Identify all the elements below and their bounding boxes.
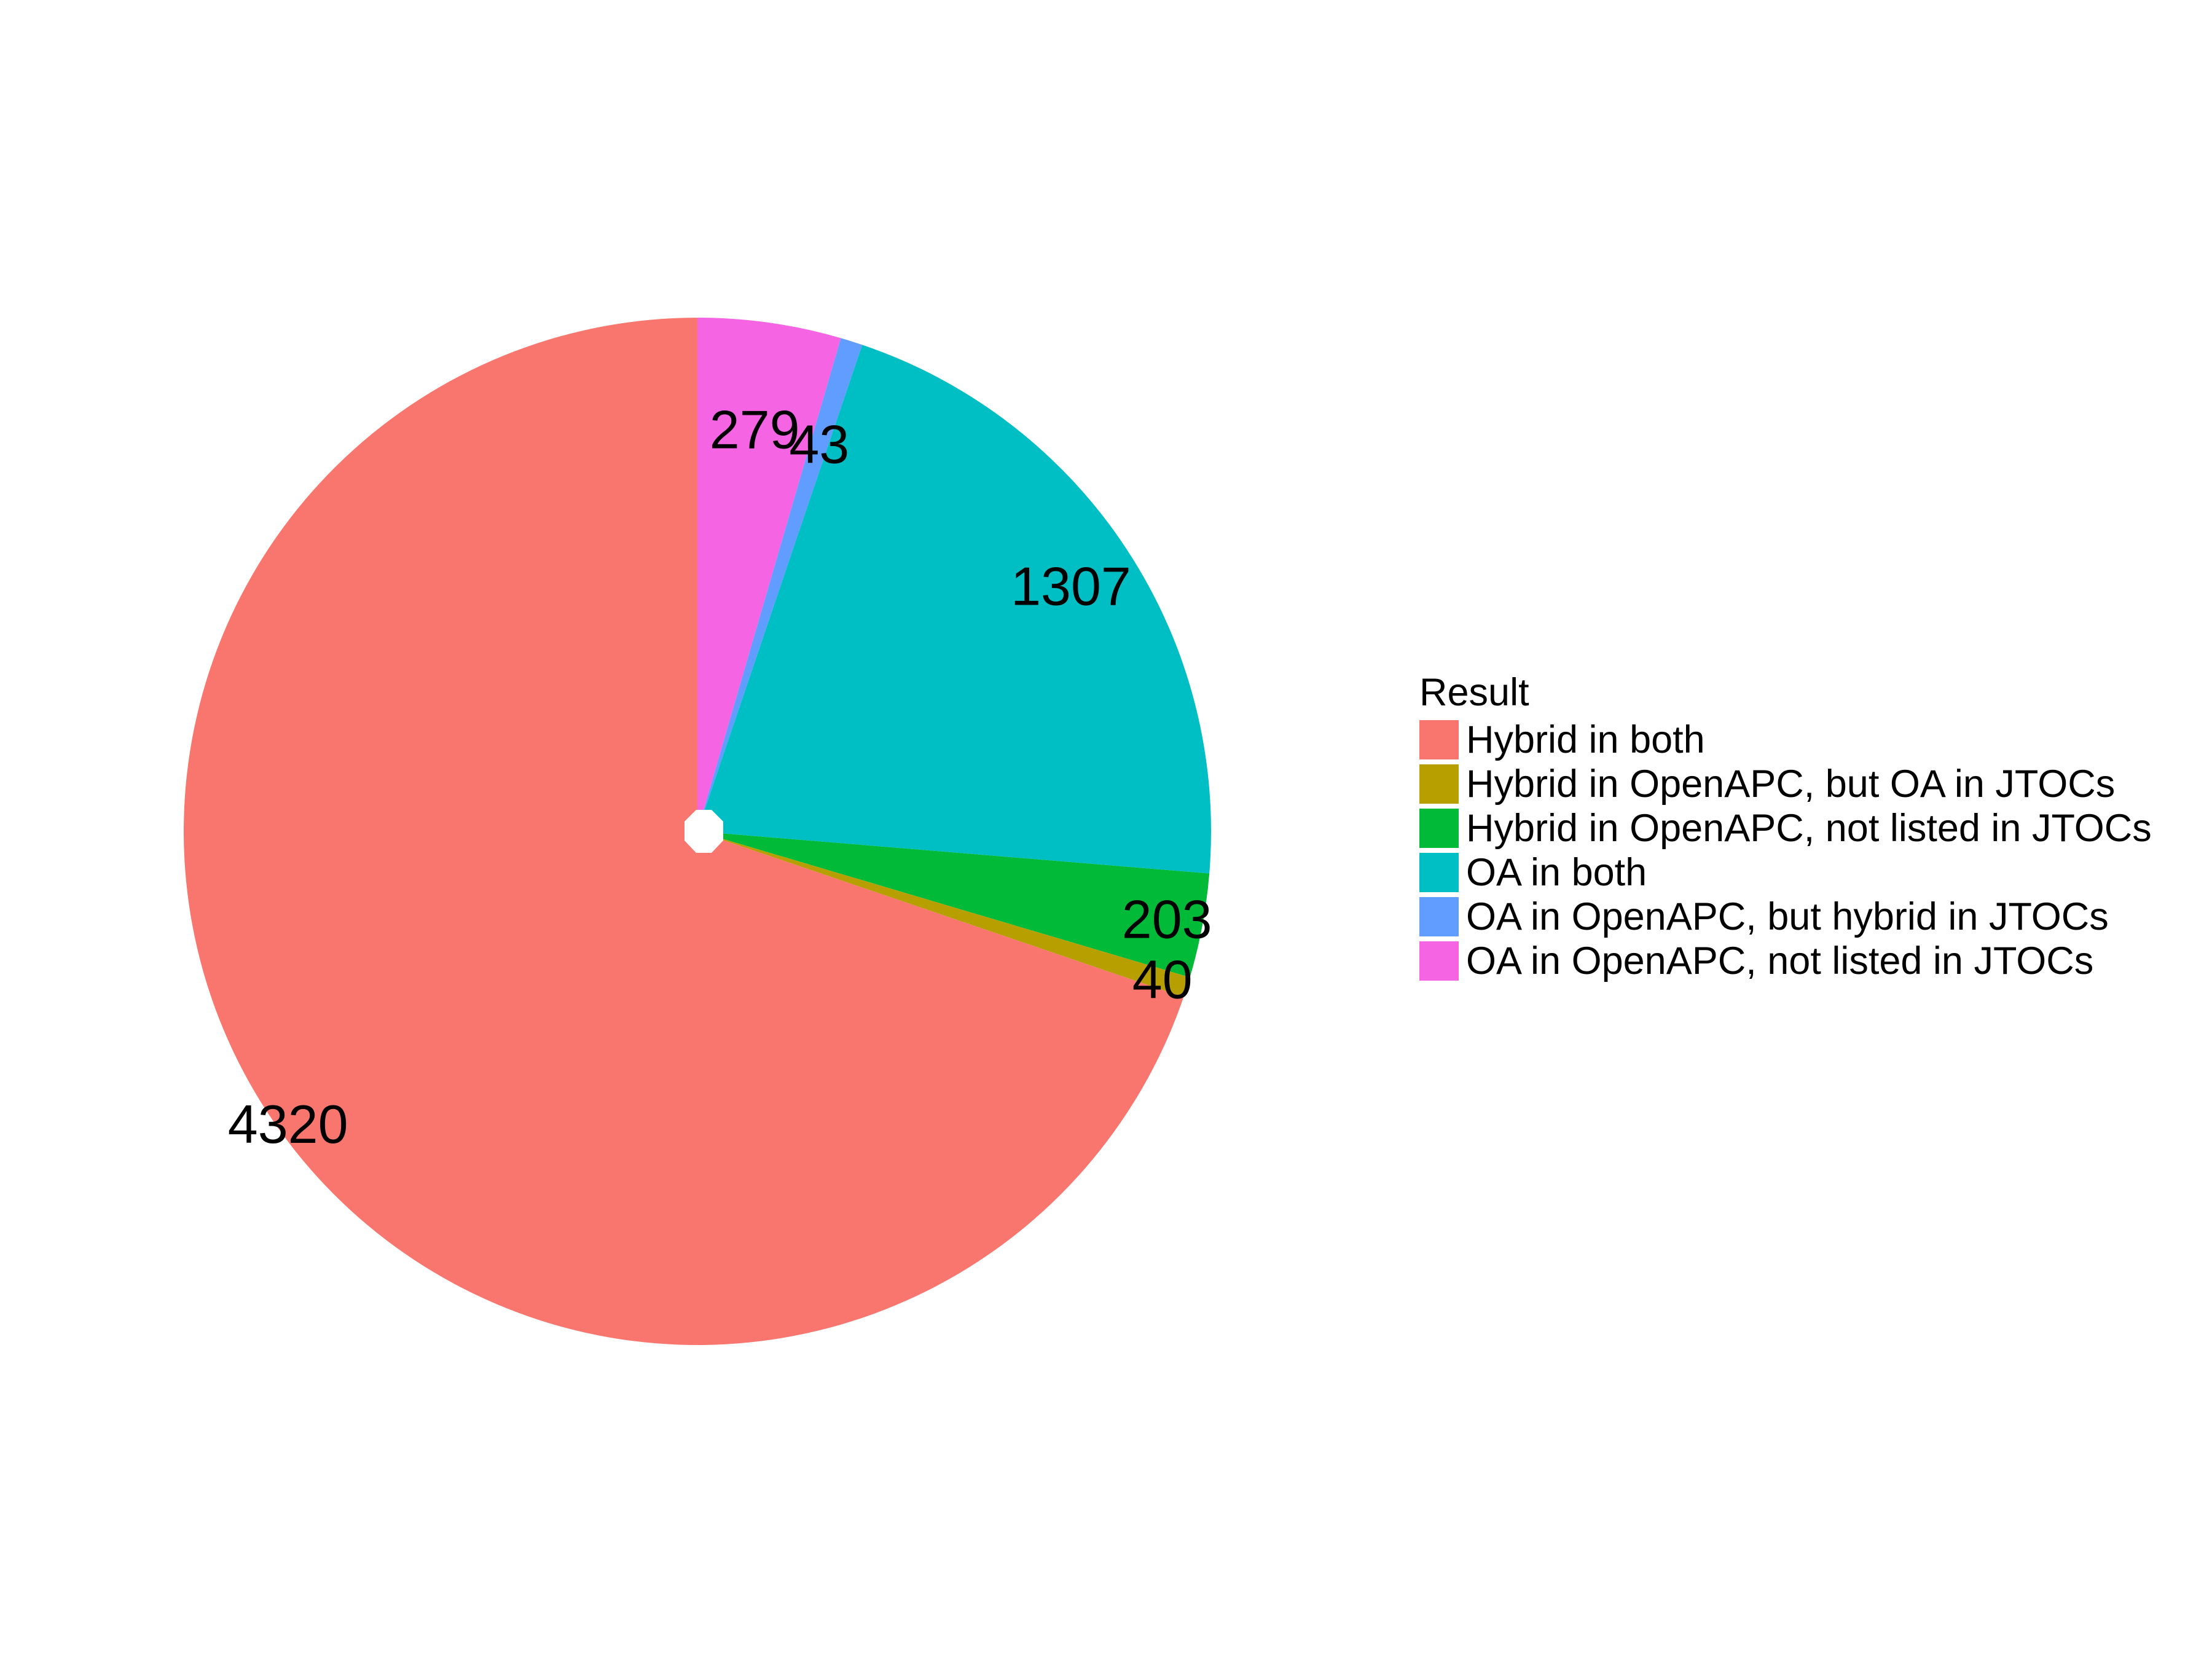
legend-swatch-3	[1419, 809, 1459, 848]
legend-label-6: OA in OpenAPC, not listed in JTOCs	[1466, 939, 2093, 982]
legend-swatch-5	[1419, 897, 1459, 936]
slice-label-1: 4320	[228, 1094, 348, 1155]
legend-label-2: Hybrid in OpenAPC, but OA in JTOCs	[1466, 763, 2115, 806]
legend-swatch-4	[1419, 853, 1459, 892]
pie-slice-3	[697, 831, 1210, 978]
pie-slice-5	[697, 338, 863, 831]
slice-label-5: 43	[789, 414, 849, 475]
legend-label-3: Hybrid in OpenAPC, not listed in JTOCs	[1466, 807, 2152, 850]
slice-label-6: 279	[710, 399, 800, 460]
pie-center-hole	[684, 810, 723, 853]
slice-label-2: 40	[1132, 949, 1193, 1010]
pie-slice-1	[184, 318, 1184, 1345]
pie-slices	[184, 318, 1211, 1345]
legend-swatch-6	[1419, 941, 1459, 981]
pie-slice-4	[697, 345, 1211, 874]
legend-label-4: OA in both	[1466, 851, 1647, 894]
slice-label-4: 1307	[1011, 555, 1131, 616]
legend-label-5: OA in OpenAPC, but hybrid in JTOCs	[1466, 895, 2109, 938]
pie-slice-6	[697, 318, 841, 831]
legend-title: Result	[1419, 671, 1529, 714]
legend-swatch-2	[1419, 764, 1459, 804]
pie-slice-2	[697, 831, 1190, 997]
legend-swatch-1	[1419, 720, 1459, 759]
slice-label-3: 203	[1122, 889, 1212, 950]
legend-label-1: Hybrid in both	[1466, 718, 1705, 761]
